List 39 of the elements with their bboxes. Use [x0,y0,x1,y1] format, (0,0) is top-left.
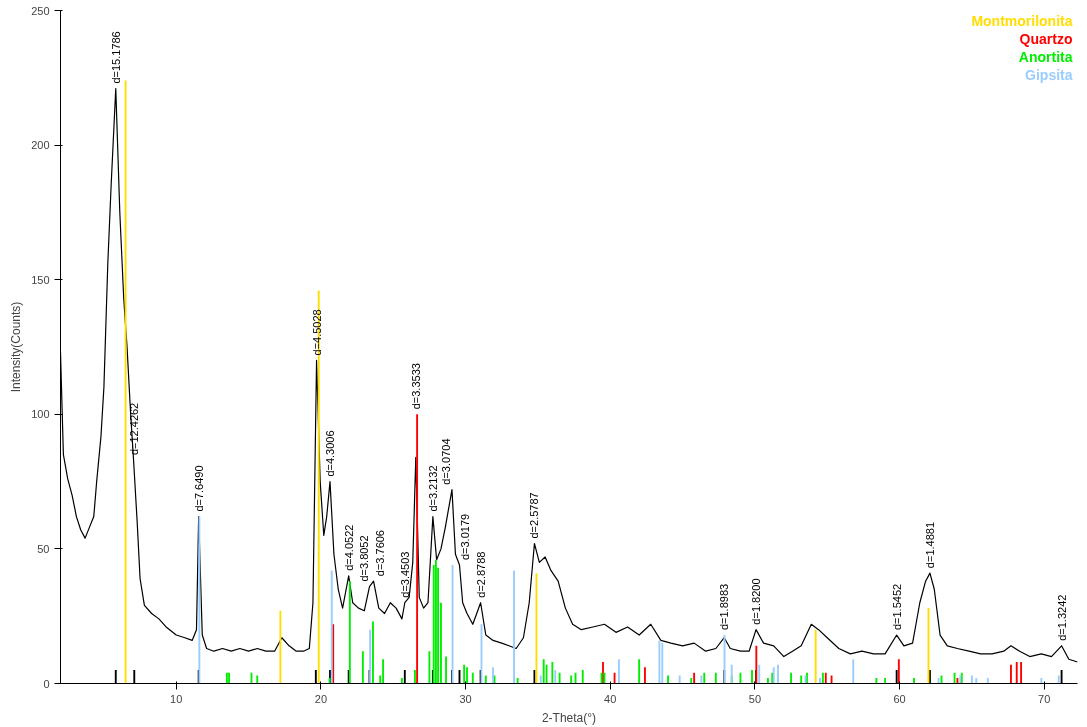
x-tick-label: 20 [314,692,328,705]
annotation: d=2.8788 [474,551,487,598]
x-axis-title: 2-Theta(°) [541,710,597,725]
annotation: d=3.2132 [426,465,439,512]
annotation: d=1.8983 [718,583,731,631]
annotation: d=3.4503 [398,551,411,598]
annotation: d=3.0179 [459,513,472,561]
text: Gipsita [1025,66,1073,83]
annotation: d=3.3533 [409,363,422,410]
x-tick-label: 50 [748,692,762,705]
annotation: d=4.3006 [324,430,337,477]
annotation: d=3.8052 [357,535,370,582]
annotation: d=1.5452 [890,583,903,631]
x-tick-label: 10 [170,692,183,705]
text: Montmorilonita [971,12,1073,29]
x-tick-label: 60 [893,692,906,705]
y-tick-label: 50 [37,542,50,555]
text: Quartzo [1019,30,1073,47]
y-tick-label: 0 [43,677,50,690]
y-tick-label: 250 [31,4,50,17]
x-tick-label: 40 [604,692,617,705]
annotation: d=3.7606 [373,530,386,577]
annotation: d=1.4881 [923,521,936,569]
x-tick-label: 30 [459,692,472,705]
text: Anortita [1018,48,1073,65]
x-tick-label: 70 [1038,692,1051,705]
annotation: d=2.5787 [528,492,541,539]
y-axis-title: Intensity(Counts) [9,301,24,393]
annotation: d=15.1786 [109,31,122,84]
annotation: d=4.5028 [310,309,323,356]
annotation: d=4.0522 [342,524,355,571]
y-tick-label: 200 [31,139,50,152]
y-tick-label: 100 [31,408,50,421]
annotation: d=3.0704 [439,438,452,485]
y-tick-label: 150 [31,273,50,286]
annotation: d=1.8200 [750,578,763,625]
annotation: d=12.4262 [128,402,141,456]
annotation: d=1.3242 [1055,594,1068,641]
annotation: d=7.6490 [192,465,205,512]
